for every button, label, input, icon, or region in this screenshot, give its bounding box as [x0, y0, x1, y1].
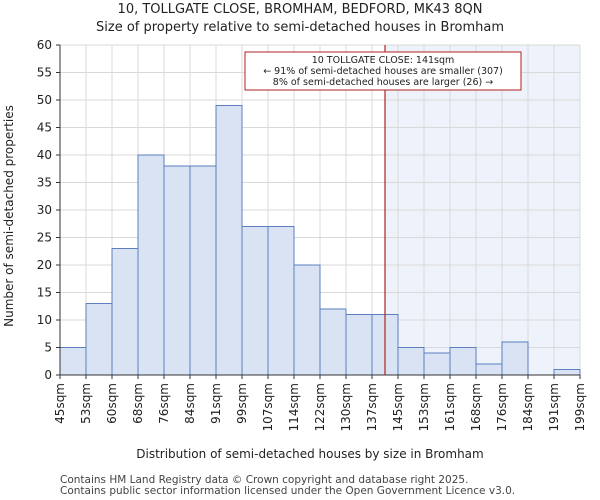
- x-tick-label: 153sqm: [417, 383, 431, 431]
- bar: [475, 363, 503, 376]
- footer-licence: Contains public sector information licen…: [60, 485, 516, 497]
- footer-copyright: Contains HM Land Registry data © Crown c…: [60, 474, 469, 486]
- bar: [267, 226, 295, 376]
- x-tick-label: 168sqm: [469, 383, 483, 431]
- bar: [293, 264, 321, 376]
- y-tick-label: 25: [37, 231, 52, 245]
- chart-title: 10, TOLLGATE CLOSE, BROMHAM, BEDFORD, MK…: [117, 2, 483, 17]
- x-tick-label: 53sqm: [79, 383, 93, 424]
- y-tick-label: 40: [37, 148, 52, 162]
- x-tick-label: 84sqm: [183, 383, 197, 424]
- x-tick-label: 199sqm: [573, 383, 587, 431]
- x-tick-label: 99sqm: [235, 383, 249, 424]
- y-tick-label: 10: [37, 313, 52, 327]
- bar: [449, 347, 477, 376]
- y-axis-label: Number of semi-detached properties: [2, 105, 16, 327]
- x-axis-label: Distribution of semi-detached houses by …: [136, 447, 483, 461]
- x-tick-label: 91sqm: [209, 383, 223, 424]
- annotation-line: 8% of semi-detached houses are larger (2…: [273, 77, 493, 88]
- bar: [111, 248, 139, 376]
- x-tick-label: 76sqm: [157, 383, 171, 424]
- y-tick-label: 60: [37, 38, 52, 52]
- bar: [345, 314, 373, 376]
- bar: [137, 154, 165, 376]
- x-tick-label: 122sqm: [313, 383, 327, 431]
- y-tick-label: 20: [37, 258, 52, 272]
- x-tick-label: 107sqm: [261, 383, 275, 431]
- y-tick-label: 55: [37, 66, 52, 80]
- chart-subtitle: Size of property relative to semi-detach…: [96, 20, 504, 35]
- y-tick-label: 0: [44, 368, 52, 382]
- x-tick-label: 161sqm: [443, 383, 457, 431]
- bar: [553, 369, 581, 376]
- x-tick-label: 114sqm: [287, 383, 301, 431]
- bar: [423, 352, 451, 376]
- annotation-line: ← 91% of semi-detached houses are smalle…: [263, 66, 503, 77]
- x-tick-label: 184sqm: [521, 383, 535, 431]
- bar: [397, 347, 425, 376]
- bar: [189, 165, 217, 376]
- x-tick-label: 45sqm: [53, 383, 67, 424]
- y-tick-label: 5: [44, 341, 52, 355]
- bar: [241, 226, 269, 376]
- x-tick-label: 176sqm: [495, 383, 509, 431]
- x-tick-label: 68sqm: [131, 383, 145, 424]
- annotation-box: [244, 51, 522, 91]
- bar: [85, 303, 113, 376]
- bar: [163, 165, 191, 376]
- x-tick-label: 145sqm: [391, 383, 405, 431]
- y-tick-label: 50: [37, 93, 52, 107]
- y-tick-label: 15: [37, 286, 52, 300]
- x-tick-label: 191sqm: [547, 383, 561, 431]
- x-tick-label: 130sqm: [339, 383, 353, 431]
- y-tick-label: 35: [37, 176, 52, 190]
- bar: [215, 105, 243, 376]
- bar: [59, 347, 87, 376]
- bar: [319, 308, 347, 376]
- bar: [501, 341, 529, 376]
- annotation-line: 10 TOLLGATE CLOSE: 141sqm: [312, 55, 455, 66]
- y-tick-label: 45: [37, 121, 52, 135]
- y-tick-label: 30: [37, 203, 52, 217]
- x-tick-label: 60sqm: [105, 383, 119, 424]
- x-tick-label: 137sqm: [365, 383, 379, 431]
